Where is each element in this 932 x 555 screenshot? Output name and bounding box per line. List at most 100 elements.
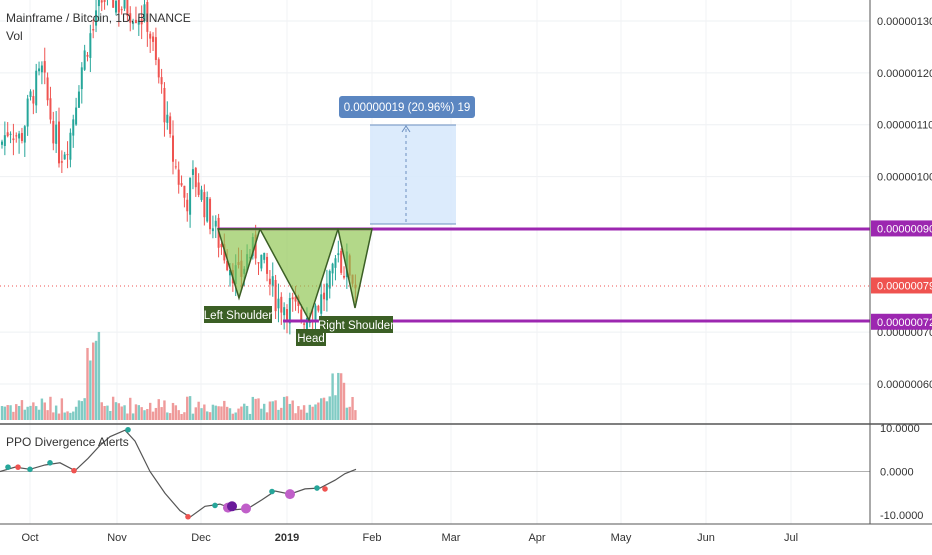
price-highlight-box — [871, 220, 932, 237]
measure-tool[interactable]: 0.00000019 (20.96%) 19 — [339, 96, 475, 225]
volume-bar — [15, 404, 18, 420]
indicator-signal-dot — [15, 464, 21, 470]
candle-body — [32, 96, 35, 104]
volume-bar — [288, 403, 292, 420]
volume-bar — [277, 409, 280, 420]
candle-body — [257, 262, 260, 264]
candle-body — [314, 305, 317, 321]
candle-body — [328, 270, 331, 289]
candle-body — [291, 297, 294, 300]
time-tick-label: May — [611, 532, 632, 544]
volume-bar — [294, 413, 297, 420]
ppo-indicator-pane — [0, 426, 870, 520]
right-shoulder-label: Right Shoulder — [318, 320, 394, 332]
candle-body — [69, 132, 72, 160]
volume-bar — [203, 404, 206, 420]
volume-bar — [74, 406, 78, 420]
indicator-signal-dot — [322, 486, 328, 492]
candle-body — [137, 20, 140, 25]
volume-bar — [163, 400, 166, 420]
volume-bar — [271, 401, 274, 420]
volume-bar — [103, 406, 106, 420]
candle-body — [92, 29, 95, 31]
indicator-axis[interactable]: 10.0000 0.0000 -10.0000 — [880, 423, 923, 522]
volume-bar — [166, 412, 169, 420]
candle-body — [75, 107, 78, 125]
volume-bar — [160, 407, 163, 420]
volume-bar — [123, 405, 126, 420]
volume-bar — [117, 403, 121, 420]
volume-bar — [197, 401, 200, 420]
volume-bar — [322, 397, 326, 420]
volume-bar — [234, 412, 237, 420]
volume-bar — [109, 410, 112, 420]
candle-body — [286, 309, 288, 321]
candle-body — [294, 296, 297, 302]
candle-body — [12, 138, 15, 141]
volume-bar — [26, 406, 29, 420]
volume-bar — [354, 410, 357, 420]
candle-body — [1, 141, 3, 145]
candle-body — [3, 135, 6, 146]
candle-body — [80, 67, 83, 90]
volume-bar — [120, 406, 123, 420]
volume-bar — [9, 405, 12, 420]
indicator-tick-label: 0.0000 — [880, 467, 914, 479]
time-tick-label: Apr — [528, 532, 545, 544]
volume-bar — [297, 406, 300, 420]
volume-bar — [131, 413, 135, 420]
candle-body — [77, 91, 80, 108]
candle-body — [15, 135, 18, 137]
candle-body — [100, 0, 103, 3]
candle-body — [134, 19, 137, 23]
volume-bar — [348, 406, 351, 420]
candle-body — [154, 37, 157, 60]
time-axis[interactable]: Oct Nov Dec 2019 Feb Mar Apr May Jun Jul — [21, 532, 798, 544]
candle-body — [166, 114, 169, 123]
volume-bar — [291, 400, 294, 420]
volume-bar — [20, 400, 24, 420]
volume-bar — [211, 404, 215, 420]
price-tick-label: 0.00000100 — [877, 172, 932, 184]
volume-bar — [111, 396, 115, 420]
candle-body — [72, 119, 75, 136]
volume-bar — [143, 410, 146, 420]
candle-body — [169, 116, 172, 134]
volume-bar — [151, 411, 155, 420]
volume-bar — [72, 411, 75, 420]
volume-bar — [248, 413, 252, 420]
head-label-box — [296, 329, 326, 346]
price-highlight-label: 0.00000090 — [877, 223, 932, 235]
price-highlight-box — [871, 313, 932, 330]
candle-body — [325, 283, 328, 301]
volume-bar — [345, 407, 349, 420]
candle-body — [115, 0, 117, 13]
indicator-signal-dot — [314, 485, 320, 491]
candle-body — [149, 33, 152, 39]
volume-bar — [231, 413, 235, 420]
candle-body — [340, 250, 343, 273]
volume-bar — [60, 398, 64, 420]
left-shoulder-label-box — [204, 306, 272, 323]
candle-body — [49, 98, 52, 120]
candle-body — [97, 0, 100, 7]
volume-bar — [263, 403, 266, 420]
volume-bar — [200, 408, 203, 420]
volume-bar — [311, 406, 314, 420]
candle-body — [83, 50, 86, 70]
candle-body — [263, 252, 266, 260]
volume-bar — [177, 410, 180, 420]
candle-body — [197, 182, 200, 195]
candle-body — [274, 279, 277, 312]
price-axis[interactable]: 0.00000130 0.00000120 0.00000110 0.00000100… — [871, 16, 932, 391]
head-and-shoulders-pattern[interactable]: Left Shoulder Head Right Shoulder — [204, 228, 394, 346]
volume-bar — [251, 396, 254, 420]
volume-bar — [40, 398, 44, 420]
volume-bar — [305, 412, 309, 420]
volume-bar — [274, 400, 277, 420]
volume-bar — [100, 402, 103, 420]
candle-body — [266, 256, 269, 274]
volume-bar — [37, 409, 41, 420]
candle-body — [95, 10, 98, 26]
